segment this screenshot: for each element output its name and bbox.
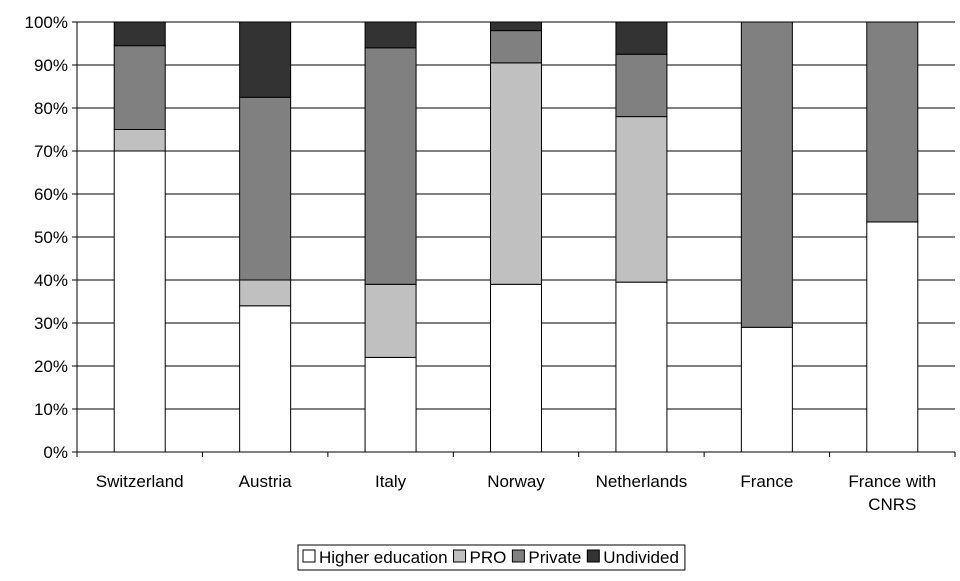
bars [113, 21, 919, 453]
bar-segment-undivided [615, 21, 668, 55]
bar-segment-undivided [490, 21, 542, 32]
bar-segment-higher-education [615, 281, 668, 453]
y-tick-label: 0% [43, 443, 68, 462]
x-tick-label: France [740, 472, 793, 491]
bar-segment-undivided [239, 21, 292, 98]
legend-box [297, 544, 686, 571]
x-tick-labels: Switzerland Austria Italy Norway Netherlands… [96, 472, 936, 514]
bar-segment-undivided [113, 21, 166, 47]
axes [72, 21, 956, 457]
bar-segment-higher-education [740, 326, 793, 453]
legend: Higher education PRO Private Undivided [297, 544, 686, 571]
y-tick-label: 90% [34, 56, 68, 75]
bar-segment-private [615, 53, 668, 118]
y-tick-label: 100% [25, 13, 68, 32]
bar-segment-higher-education [239, 305, 292, 453]
bar-segment-private [740, 21, 793, 328]
y-tick-label: 70% [34, 142, 68, 161]
y-tick-label: 10% [34, 400, 68, 419]
bar-segment-pro [113, 129, 166, 152]
legend-label: Private [528, 548, 581, 567]
legend-swatch [511, 549, 525, 563]
bar-segment-private [866, 21, 919, 223]
y-tick-label: 30% [34, 314, 68, 333]
bar-segment-higher-education [866, 221, 919, 453]
bar-segment-pro [615, 116, 668, 283]
legend-label: Undivided [603, 548, 679, 567]
x-tick-label: Italy [375, 472, 407, 491]
bar-segment-higher-education [364, 356, 417, 453]
y-tick-label: 50% [34, 228, 68, 247]
bar-segment-pro [490, 62, 542, 285]
legend-label: PRO [470, 548, 507, 567]
bar-segment-private [364, 47, 417, 285]
x-tick-label: Norway [487, 472, 545, 491]
bar-segment-undivided [364, 21, 417, 49]
bar-segment-pro [364, 283, 417, 358]
legend-swatch [453, 549, 467, 563]
legend-swatch [302, 549, 316, 563]
bar-segment-higher-education [113, 150, 166, 453]
y-tick-label: 60% [34, 185, 68, 204]
bar-segment-higher-education [490, 283, 542, 453]
y-tick-label: 40% [34, 271, 68, 290]
bar-segment-private [113, 45, 166, 130]
y-tick-label: 20% [34, 357, 68, 376]
y-tick-label: 80% [34, 99, 68, 118]
x-tick-label: France with CNRS [848, 472, 936, 514]
x-tick-label: Austria [239, 472, 292, 491]
legend-swatch [586, 549, 600, 563]
x-tick-label: Netherlands [596, 472, 688, 491]
bar-segment-private [490, 30, 542, 64]
y-tick-labels: 0% 10% 20% 30% 40% 50% 60% 70% 80% 90% 100% [25, 13, 68, 462]
bar-segment-pro [239, 279, 292, 307]
legend-label: Higher education [319, 548, 448, 567]
bar-segment-private [239, 96, 292, 281]
x-tick-label: Switzerland [96, 472, 184, 491]
